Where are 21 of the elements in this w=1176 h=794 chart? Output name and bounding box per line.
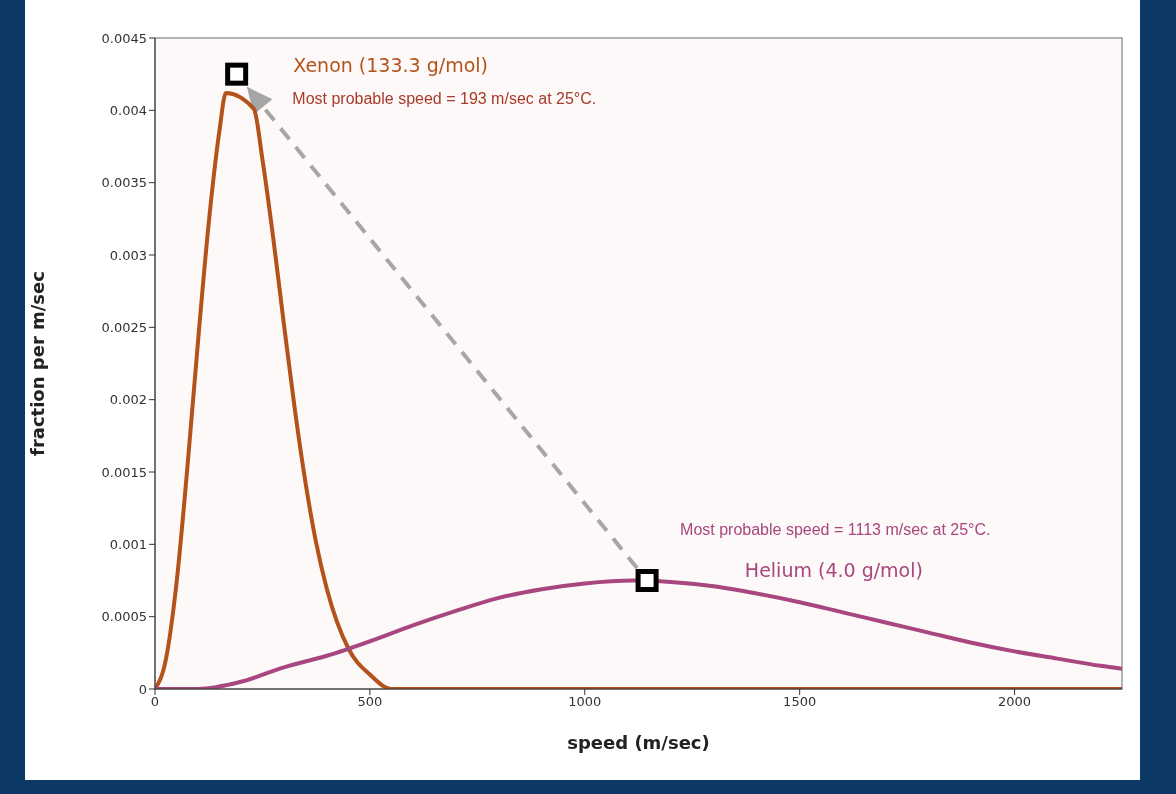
y-tick-label: 0.0005 (101, 609, 147, 625)
y-tick-label: 0.004 (109, 102, 147, 118)
y-tick-label: 0.002 (109, 392, 147, 408)
annotation: Most probable speed = 1113 m/sec at 25°C. (680, 520, 991, 538)
x-tick-label: 500 (357, 694, 383, 710)
text: Xenon (133.3 g/mol) (293, 53, 489, 76)
x-tick-label: 0 (150, 694, 160, 710)
y-axis-title: fraction per m/sec (27, 271, 49, 456)
series-label: Helium (4.0 g/mol) (744, 559, 923, 582)
x-tick-label: 1500 (783, 694, 817, 710)
y-tick-label: 0.001 (109, 536, 147, 552)
y-tick-label: 0.0015 (101, 464, 147, 480)
y-tick-label: 0.0035 (101, 175, 147, 191)
x-axis-title: speed (m/sec) (567, 732, 710, 753)
x-tick-label: 2000 (998, 694, 1032, 710)
annotation: Most probable speed = 193 m/sec at 25°C. (292, 89, 597, 107)
y-tick-label: 0.003 (109, 247, 147, 263)
y-tick-label: 0.0025 (101, 319, 147, 335)
x-tick-label: 1000 (568, 694, 602, 710)
y-tick-label: 0.0045 (101, 30, 147, 46)
y-tick-label: 0 (138, 681, 147, 697)
